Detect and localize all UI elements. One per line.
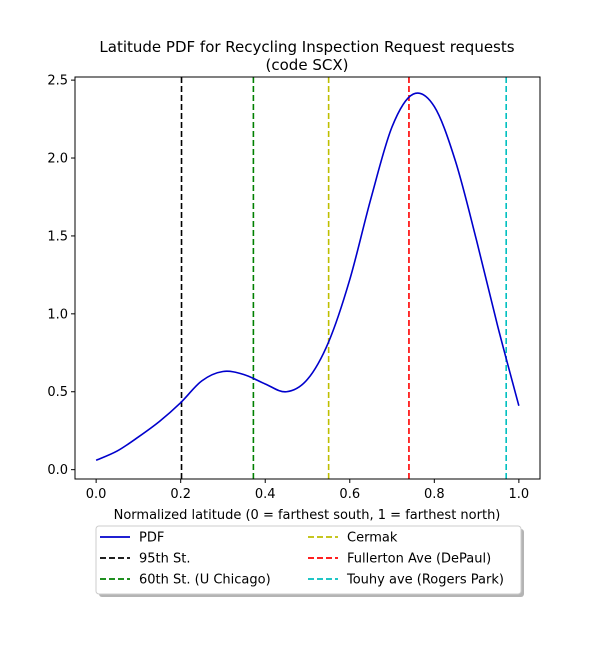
- legend-items: PDF 95th St. 60th St. (U Chicago) Cermak Ful…: [100, 531, 504, 588]
- x-tick-label: 0.6: [339, 487, 360, 502]
- legend-box: [95, 525, 522, 595]
- x-axis-ticks: 0.0 0.2 0.4 0.6 0.8 1.0: [86, 479, 529, 502]
- y-tick-label: 1.5: [47, 229, 68, 244]
- x-tick-label: 0.4: [255, 487, 276, 502]
- legend-label: 60th St. (U Chicago): [139, 573, 271, 588]
- legend-label: Cermak: [347, 531, 398, 546]
- legend: PDF 95th St. 60th St. (U Chicago) Cermak Ful…: [95, 525, 524, 597]
- y-tick-label: 1.0: [47, 307, 68, 322]
- x-tick-label: 0.8: [424, 487, 445, 502]
- legend-label: Touhy ave (Rogers Park): [346, 573, 504, 588]
- y-tick-label: 0.0: [47, 463, 68, 478]
- y-axis-ticks: 0.0 0.5 1.0 1.5 2.0 2.5: [47, 74, 75, 478]
- plot-frame: [74, 76, 541, 480]
- series-layer: [95, 92, 520, 462]
- y-tick-label: 2.5: [47, 74, 68, 89]
- x-tick-label: 0.0: [86, 487, 107, 502]
- plot-area: 0.0 0.2 0.4 0.6 0.8 1.0 0.0 0.5 1.0 1.5 2.0 2.5: [47, 74, 541, 502]
- reference-lines: [180, 77, 507, 479]
- series-line-pdf: [95, 92, 520, 462]
- chart-title-line1: Latitude PDF for Recycling Inspection Re…: [99, 38, 514, 56]
- y-tick-label: 0.5: [47, 385, 68, 400]
- y-tick-label: 2.0: [47, 152, 68, 167]
- legend-label: Fullerton Ave (DePaul): [347, 552, 491, 567]
- chart-title-line2: (code SCX): [266, 56, 349, 74]
- x-tick-label: 1.0: [509, 487, 530, 502]
- legend-label: PDF: [139, 531, 164, 546]
- legend-label: 95th St.: [139, 552, 191, 567]
- x-axis-label: Normalized latitude (0 = farthest south,…: [114, 508, 501, 523]
- x-tick-label: 0.2: [170, 487, 191, 502]
